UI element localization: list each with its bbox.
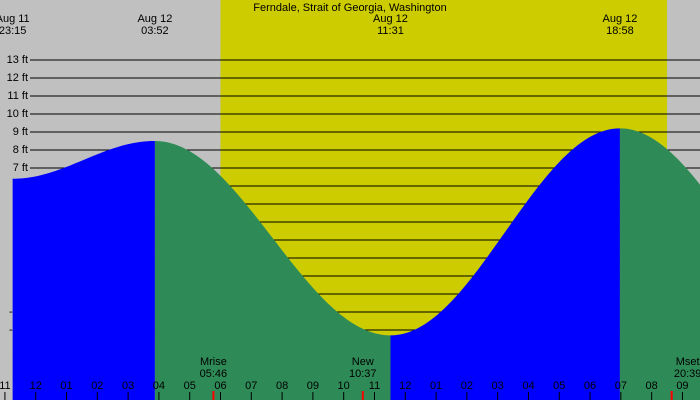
x-tick-label: 07 xyxy=(615,380,627,392)
x-tick-label: 12 xyxy=(399,380,411,392)
x-tick-label: 08 xyxy=(276,380,288,392)
y-tick-label: 9 ft xyxy=(13,126,28,138)
y-tick-label: 8 ft xyxy=(13,144,28,156)
tide-time: 23:15 xyxy=(0,25,26,37)
tide-area xyxy=(12,140,155,400)
x-tick-label: 04 xyxy=(522,380,534,392)
x-tick-label: 09 xyxy=(307,380,319,392)
x-tick-label: 09 xyxy=(676,380,688,392)
tide-date: Aug 12 xyxy=(602,13,637,25)
x-tick-label: 10 xyxy=(338,380,350,392)
tide-area xyxy=(154,140,391,400)
x-tick-label: 07 xyxy=(245,380,257,392)
tide-area xyxy=(390,128,620,400)
tide-time: 18:58 xyxy=(606,25,634,37)
y-tick-label: 7 ft xyxy=(13,162,28,174)
tide-time: 11:31 xyxy=(377,25,404,37)
x-tick-label: 02 xyxy=(91,380,103,392)
chart-title: Ferndale, Strait of Georgia, Washington xyxy=(253,2,446,14)
y-tick-label: 13 ft xyxy=(7,54,28,66)
moon-event-name: New xyxy=(352,356,374,368)
x-tick-label: 02 xyxy=(461,380,473,392)
x-tick-label: 03 xyxy=(492,380,504,392)
y-tick-label: 10 ft xyxy=(7,108,28,120)
x-tick-label: 05 xyxy=(184,380,196,392)
moon-event-time: 10:37 xyxy=(349,368,377,380)
tide-area xyxy=(619,128,700,400)
tide-date: Aug 11 xyxy=(0,13,30,25)
tide-time: 03:52 xyxy=(141,25,169,37)
tide-date: Aug 12 xyxy=(137,13,172,25)
moon-event-name: Mset xyxy=(676,356,700,368)
x-tick-label: 03 xyxy=(122,380,134,392)
x-tick-label: 11 xyxy=(0,380,11,392)
y-tick-label: 11 ft xyxy=(7,90,28,102)
x-tick-label: 06 xyxy=(214,380,226,392)
x-tick-label: 05 xyxy=(553,380,565,392)
tide-date: Aug 12 xyxy=(373,13,408,25)
moon-event-time: 20:39 xyxy=(674,368,700,380)
x-tick-label: 08 xyxy=(646,380,658,392)
x-tick-label: 12 xyxy=(30,380,42,392)
moon-event-name: Mrise xyxy=(200,356,227,368)
x-tick-label: 01 xyxy=(430,380,442,392)
x-tick-label: 01 xyxy=(60,380,72,392)
y-tick-label: 12 ft xyxy=(7,72,28,84)
x-tick-label: 11 xyxy=(369,380,380,392)
x-tick-label: 06 xyxy=(584,380,596,392)
moon-event-time: 05:46 xyxy=(200,368,228,380)
x-tick-label: 04 xyxy=(153,380,165,392)
